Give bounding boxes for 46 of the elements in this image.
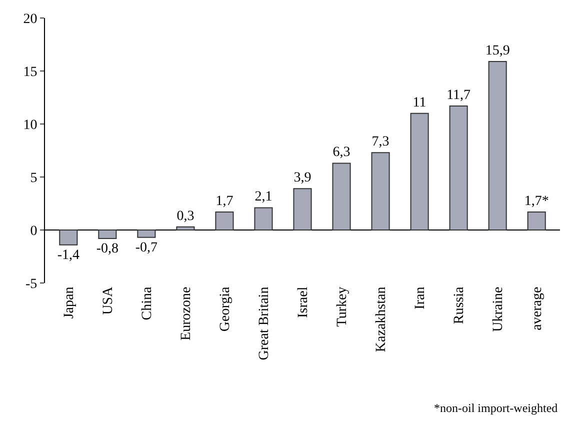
text: *non-oil import-weighted	[434, 401, 558, 415]
y-tick-label: 20	[23, 12, 38, 27]
data-label: -1,4	[57, 248, 80, 263]
x-tick-label: Georgia	[218, 286, 234, 332]
bar	[215, 211, 234, 230]
data-label: 0,3	[176, 208, 194, 224]
x-tick-label: Iran	[413, 286, 428, 310]
data-label: -0,7	[135, 240, 158, 256]
bar	[449, 105, 468, 230]
x-tick-label: Japan	[62, 286, 77, 319]
x-tick-label: Russia	[452, 286, 468, 324]
bar	[527, 211, 546, 230]
data-label: -0,8	[96, 241, 119, 256]
bar	[371, 152, 390, 230]
bar	[137, 230, 156, 238]
y-tick-label: 15	[23, 64, 38, 80]
data-label: 15,9	[485, 43, 510, 58]
data-label: 7,3	[372, 134, 390, 150]
x-tick-label: USA	[100, 286, 116, 315]
data-label: 6,3	[332, 145, 350, 160]
data-label: 1,7	[216, 194, 234, 209]
data-label: 11	[412, 95, 426, 110]
x-tick-label: Ukraine	[491, 286, 506, 332]
y-tick-label: 0	[30, 224, 38, 239]
data-label: 11,7	[446, 88, 471, 103]
bar	[59, 230, 78, 246]
x-tick-label: China	[140, 286, 155, 320]
y-tick-label: 5	[30, 170, 38, 186]
x-tick-label: Turkey	[335, 286, 350, 327]
bar	[176, 226, 195, 230]
x-tick-label: Eurozone	[179, 286, 194, 340]
bar	[332, 162, 351, 230]
y-tick-label: 10	[23, 118, 38, 133]
y-tick-label: -5	[26, 276, 38, 292]
bar	[410, 112, 429, 230]
bar	[98, 230, 117, 239]
bar	[293, 188, 312, 230]
data-label: 1,7*	[524, 194, 549, 209]
bar	[254, 207, 273, 230]
data-label: 2,1	[254, 190, 272, 205]
x-tick-label: Great Britain	[257, 286, 272, 360]
x-tick-label: average	[530, 286, 546, 330]
x-tick-label: Kazakhstan	[374, 286, 390, 352]
bar	[488, 60, 507, 230]
x-tick-label: Israel	[296, 286, 312, 318]
data-label: 3,9	[294, 170, 312, 186]
